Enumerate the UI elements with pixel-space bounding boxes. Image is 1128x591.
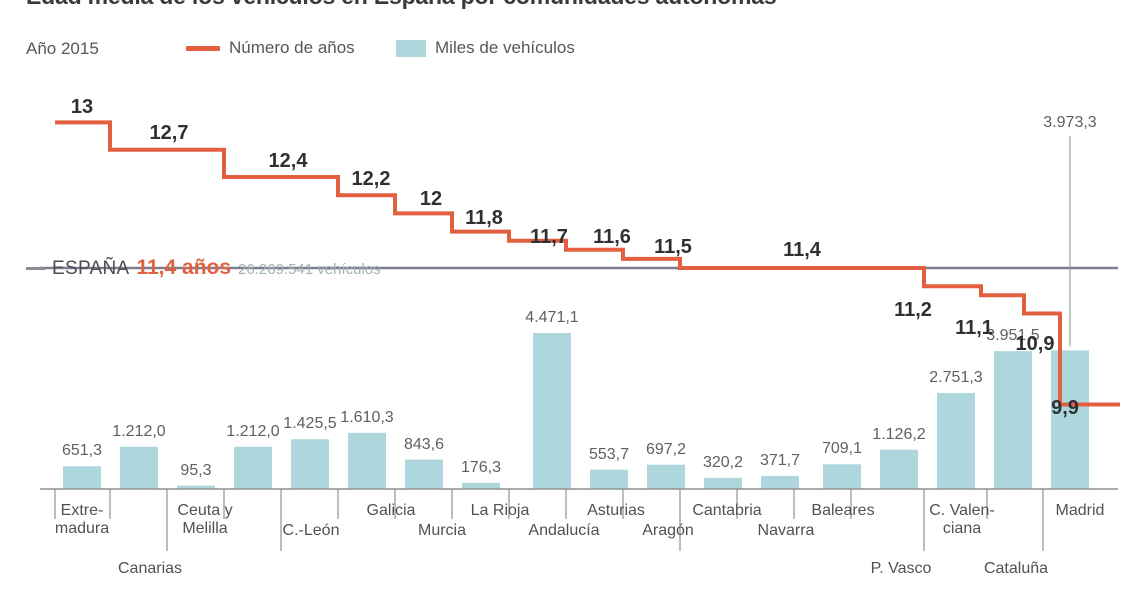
line-value-label: 12 (419, 188, 443, 210)
bar (177, 485, 215, 489)
bar-value-label: 1.212,0 (112, 422, 166, 440)
bar (880, 449, 918, 489)
bar (1051, 350, 1089, 489)
line-value-label: 12,4 (268, 150, 308, 172)
x-axis-label: Aragón (642, 522, 694, 539)
bar-value-label: 95,3 (180, 461, 212, 479)
x-axis-label: C.-León (282, 522, 340, 539)
legend-item-bar: Miles de vehículos (396, 38, 575, 58)
spain-value: 11,4 años (136, 256, 232, 279)
bar (462, 482, 500, 489)
line-value-label: 11,2 (894, 299, 932, 321)
bar-value-label: 651,3 (61, 442, 103, 460)
spain-reference-annotation: ESPAÑA 11,4 años 26.269.541 vehículos (26, 256, 381, 280)
bar (120, 446, 158, 489)
spain-line-swatch-icon (26, 266, 45, 270)
bar (405, 459, 443, 489)
bar (63, 466, 101, 489)
x-axis-label: P. Vasco (870, 560, 932, 577)
x-axis-label: Canarias (117, 560, 183, 577)
bar-value-label: 1.126,2 (872, 425, 926, 443)
spain-vehicle-count: 26.269.541 vehículos (238, 261, 381, 278)
x-axis-label: Navarra (757, 522, 815, 539)
bar (291, 439, 329, 489)
bar (704, 477, 742, 489)
line-value-label: 12,7 (149, 122, 189, 144)
bar (647, 464, 685, 489)
bar-value-label: 843,6 (403, 435, 445, 453)
x-axis-label: Extre- madura (54, 502, 110, 537)
x-axis-label: Andalucía (528, 522, 600, 539)
bar-value-label: 553,7 (588, 445, 630, 463)
bar (234, 446, 272, 489)
bar-value-label: 709,1 (821, 440, 863, 458)
line-value-label: 12,2 (351, 168, 391, 190)
bar-value-label: 1.610,3 (340, 408, 394, 426)
legend-line-swatch-icon (186, 45, 220, 51)
x-axis-labels: Extre- madura Canarias Ceuta y Melilla C.-L… (0, 502, 1128, 591)
x-axis-label: Murcia (417, 522, 467, 539)
x-axis-label: La Rioja (470, 502, 530, 519)
bar (348, 432, 386, 489)
bar-value-label: 371,7 (759, 452, 801, 470)
x-axis-label: Baleares (811, 502, 875, 519)
x-axis-label: Cataluña (983, 560, 1049, 577)
bar (590, 469, 628, 489)
step-line-series (55, 120, 1120, 407)
line-value-label: 11,4 (783, 239, 821, 261)
bar-value-label: 4.471,1 (525, 309, 579, 326)
bar (994, 351, 1032, 489)
bar-value-label: 2.751,3 (929, 369, 983, 386)
bar-value-label: 176,3 (460, 458, 502, 476)
bar-value-label: 697,2 (645, 440, 687, 458)
line-value-label: 11,1 (955, 317, 993, 339)
legend-bar-label: Miles de vehículos (435, 38, 575, 57)
legend-bar-swatch-icon (396, 39, 426, 57)
legend-year-note: Año 2015 (26, 39, 99, 58)
x-axis-label: Asturias (587, 502, 645, 519)
x-axis-label: Ceuta y Melilla (177, 502, 233, 537)
x-axis-label: C. Valen- ciana (929, 502, 995, 537)
x-axis-label: Madrid (1055, 502, 1105, 519)
legend-item-line: Número de años (186, 38, 355, 58)
line-value-label: 11,5 (654, 236, 692, 258)
legend-line-label: Número de años (229, 38, 355, 57)
bar (533, 333, 571, 489)
bar (937, 393, 975, 489)
chart-title: Edad media de los vehículos en España po… (26, 0, 777, 10)
bar-value-label: 1.425,5 (283, 415, 337, 433)
line-value-label: 11,6 (593, 226, 631, 248)
x-axis-label: Cantabria (692, 502, 762, 519)
bar (761, 476, 799, 489)
x-axis-label: Galicia (366, 502, 416, 519)
bar-value-label: 3.973,3 (1043, 114, 1097, 131)
line-value-label: 13 (70, 96, 94, 118)
bar-value-label: 320,2 (702, 453, 744, 471)
spain-label: ESPAÑA (52, 258, 130, 279)
line-value-label: 10,9 (1015, 333, 1055, 355)
bar-value-label: 3.951,5 (986, 327, 1040, 345)
line-value-label: 11,8 (465, 207, 503, 229)
line-value-label: 9,9 (1051, 397, 1079, 419)
bar-value-label: 1.212,0 (226, 422, 280, 440)
line-value-label: 11,7 (530, 226, 568, 248)
bar (823, 464, 861, 489)
